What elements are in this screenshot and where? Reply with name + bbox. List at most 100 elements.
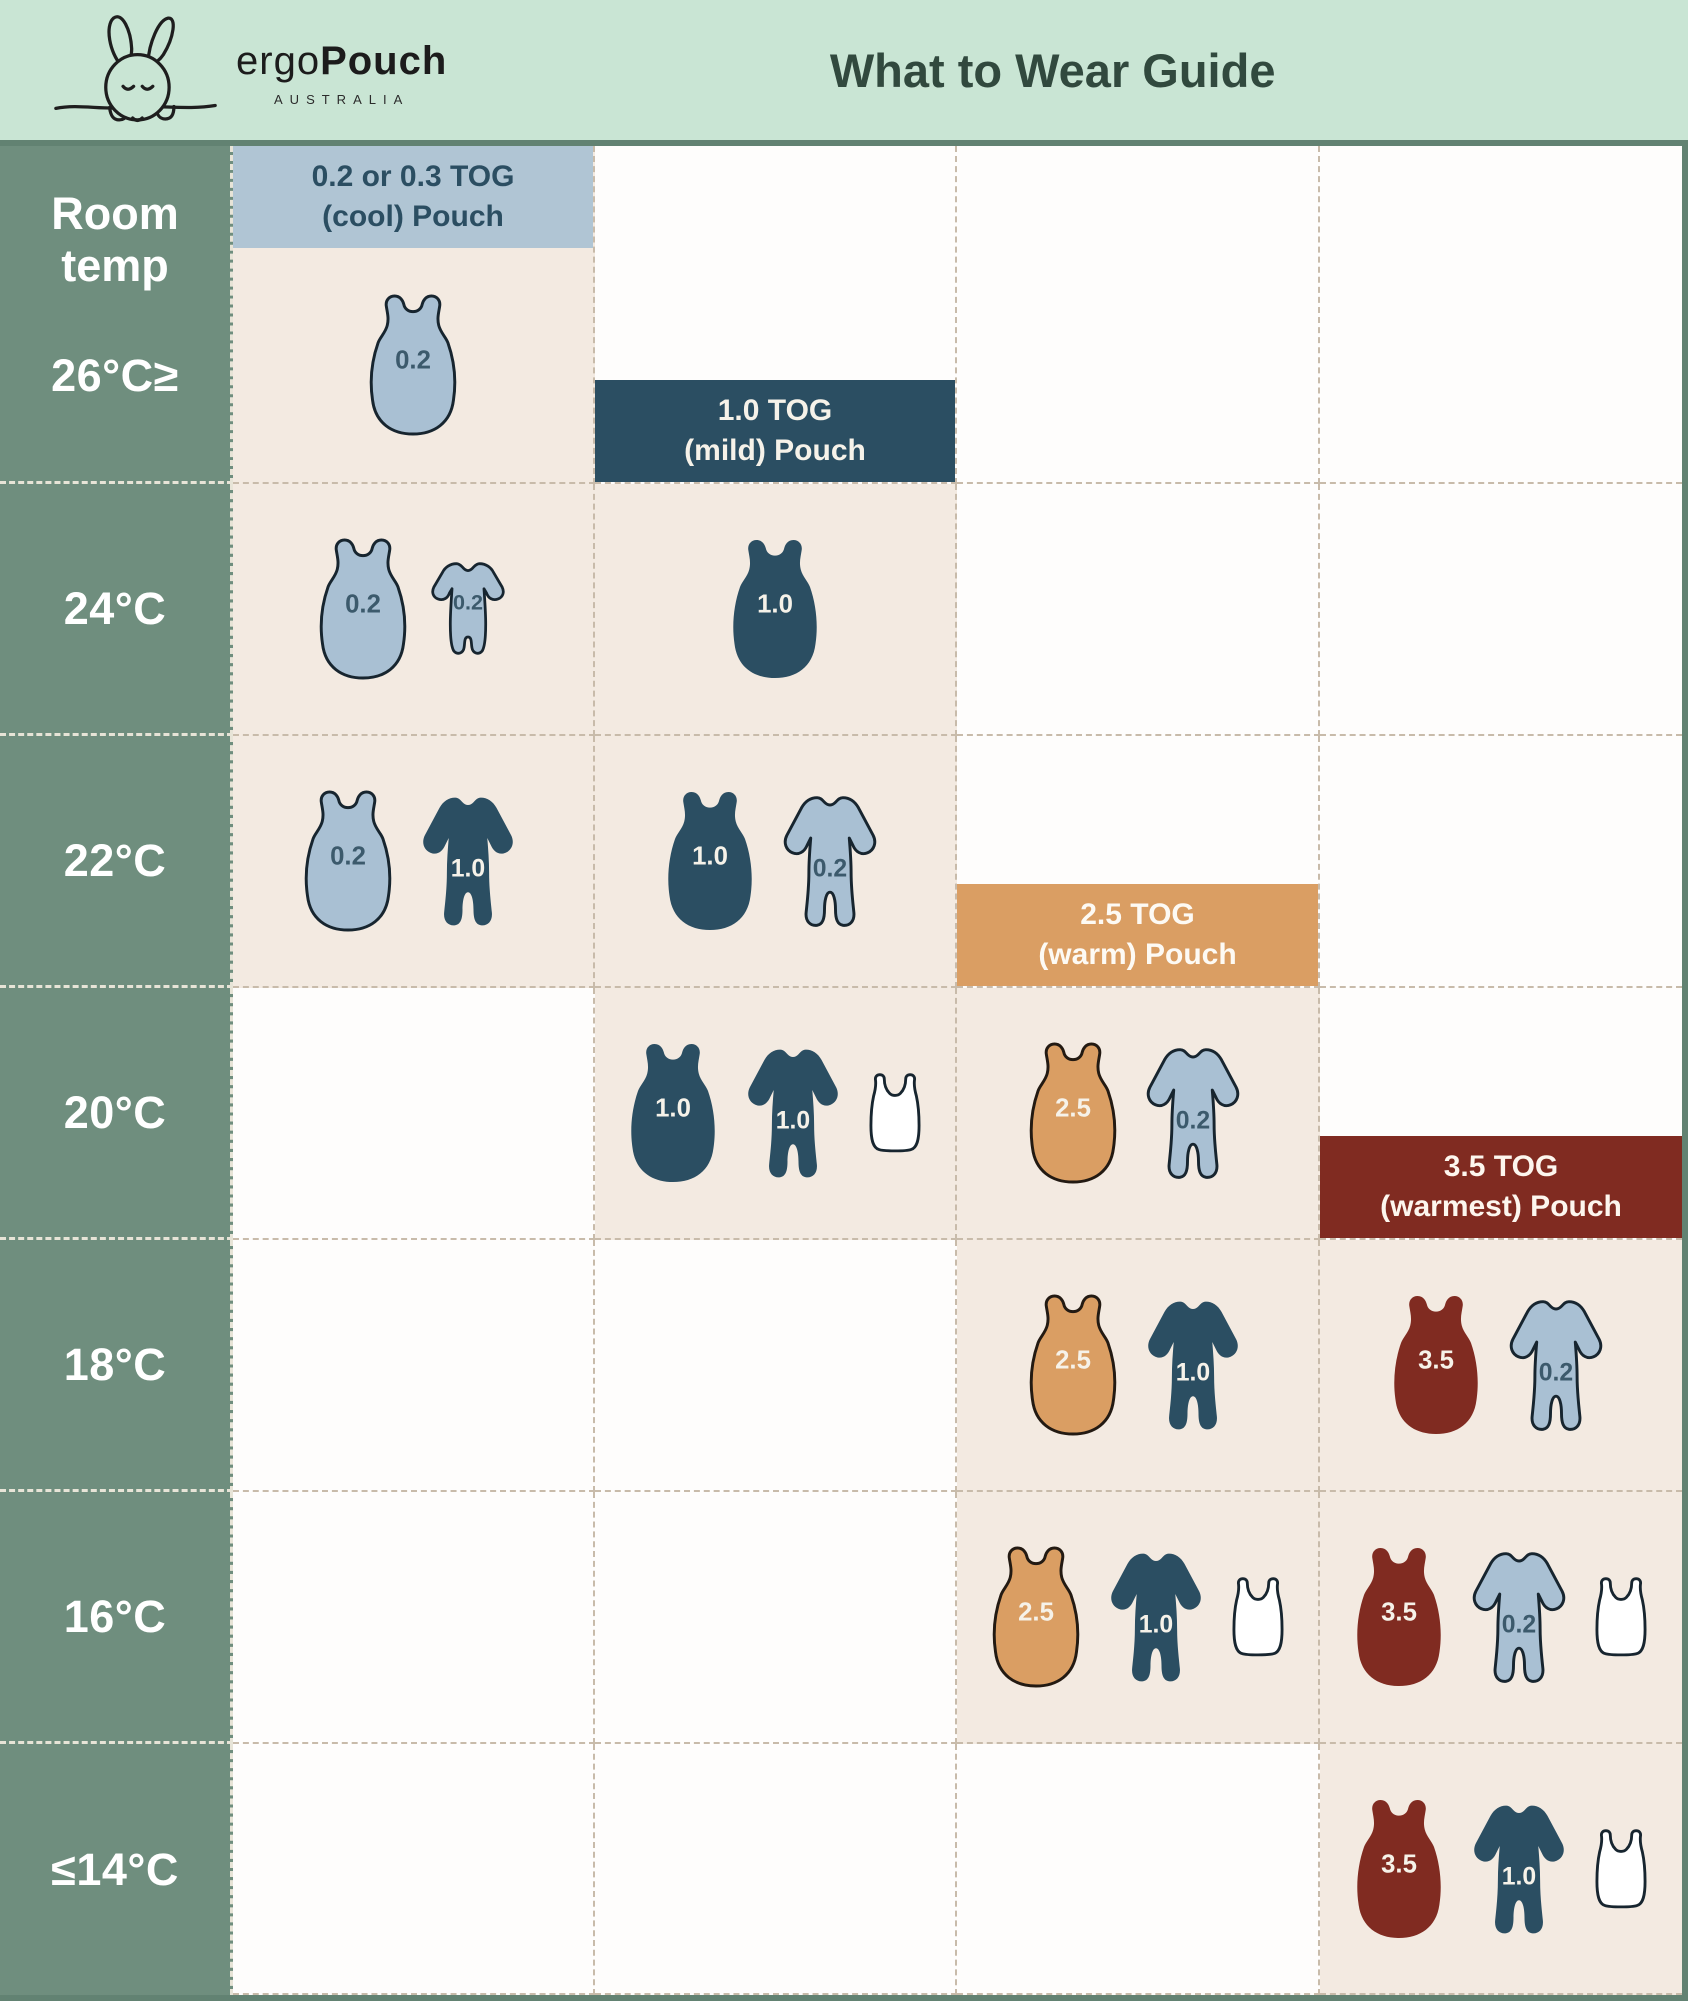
sidebar-row-16c: 16°C [0,1492,233,1744]
cell-items: 2.5 1.0 [957,1240,1318,1490]
svg-text:1.0: 1.0 [757,591,793,619]
pouch-icon: 3.5 [1357,1799,1441,1938]
cell-22c-warmest [1320,736,1682,988]
cell-items: 1.0 0.2 [595,736,955,986]
column-header-mild-pouch: 1.0 TOG (mild) Pouch [595,380,955,482]
column-header-line2: (warm) Pouch [1038,938,1237,971]
pouch-icon: 3.5 [1394,1296,1478,1434]
cell-20c-warmest: 3.5 TOG (warmest) Pouch [1320,988,1682,1240]
cell-26c-warm [957,146,1320,484]
svg-text:1.0: 1.0 [655,1095,691,1123]
cell-24c-warm [957,484,1320,736]
svg-text:3.5: 3.5 [1381,1850,1417,1878]
cell-items: 3.5 0.2 [1320,1240,1682,1490]
row-label-22c: 22°C [63,834,167,886]
cell-18c-cool [233,1240,595,1492]
ergopouch-logo: ergoPouch AUSTRALIA [52,12,447,128]
brand-country: AUSTRALIA [274,92,410,107]
cell-24c-mild: 1.0 [595,484,957,736]
svg-text:3.5: 3.5 [1418,1347,1454,1375]
svg-text:0.2: 0.2 [1539,1360,1573,1387]
guide-grid: Room temp 26°C≥ 0.2 or 0.3 TOG (cool) Po… [0,140,1688,2001]
svg-text:0.2: 0.2 [1175,1108,1209,1135]
cell-20c-cool [233,988,595,1240]
onesie-icon: 1.0 [1110,1553,1201,1682]
pouch-icon: 0.2 [304,790,392,932]
cell-16c-warm: 2.5 1.0 [957,1492,1320,1744]
column-header-line1: 3.5 TOG [1443,1150,1559,1184]
cell-20c-mild: 1.0 1.0 [595,988,957,1240]
onesie-icon: 0.2 [1146,1048,1239,1179]
cell-26c-warmest [1320,146,1682,484]
onesie-icon: 1.0 [1474,1805,1564,1933]
cell-16c-cool [233,1492,595,1744]
page-title: What to Wear Guide [829,43,1276,97]
svg-text:1.0: 1.0 [1175,1360,1209,1387]
cell-items: 3.5 1.0 [1320,1744,1682,1993]
column-header-line2: (cool) Pouch [322,200,504,233]
cell-20c-warm: 2.5 0.2 [957,988,1320,1240]
column-header-line1: 2.5 TOG [1080,898,1195,932]
pouch-icon: 2.5 [1029,1294,1116,1436]
cell-18c-warm: 2.5 1.0 [957,1240,1320,1492]
brand-name: ergoPouch [236,39,447,84]
cell-items: 2.5 1.0 [957,1492,1318,1742]
sidebar-row-26c: Room temp 26°C≥ [0,146,233,484]
cell-14c-warm [957,1744,1320,1995]
svg-text:0.2: 0.2 [330,843,366,871]
sidebar-row-14c: ≤14°C [0,1744,233,1995]
column-header-line1: 1.0 TOG [717,394,833,428]
cell-18c-mild [595,1240,957,1492]
cell-26c-cool: 0.2 or 0.3 TOG (cool) Pouch 0.2 [233,146,595,484]
sidebar-row-22c: 22°C [0,736,233,988]
pouch-icon: 1.0 [733,540,817,678]
row-label-20c: 20°C [63,1086,167,1138]
onesie-icon: 1.0 [423,797,513,926]
pouch-icon: 0.2 [319,538,407,680]
cell-18c-warmest: 3.5 0.2 [1320,1240,1682,1492]
row-label-14c: ≤14°C [51,1843,179,1895]
pouch-icon: 2.5 [992,1546,1079,1688]
cell-24c-cool: 0.2 0.2 [233,484,595,736]
singlet-icon [1232,1577,1283,1657]
svg-text:1.0: 1.0 [692,843,728,871]
cell-22c-warm: 2.5 TOG (warm) Pouch [957,736,1320,988]
svg-text:3.5: 3.5 [1381,1599,1417,1627]
rabbit-logo-icon [54,15,217,123]
row-label-26c: 26°C≥ [51,350,179,402]
cell-14c-warmest: 3.5 1.0 [1320,1744,1682,1995]
cell-26c-mild: 1.0 TOG (mild) Pouch [595,146,957,484]
svg-text:0.2: 0.2 [345,591,381,619]
singlet-icon [1595,1577,1647,1657]
svg-text:1.0: 1.0 [1502,1863,1536,1890]
cell-items: 0.2 [233,248,593,482]
cell-items: 0.2 0.2 [233,484,593,734]
column-header-line1: 0.2 or 0.3 TOG [311,160,515,194]
row-label-16c: 16°C [63,1590,167,1642]
svg-text:2.5: 2.5 [1055,1347,1091,1375]
sidebar-row-20c: 20°C [0,988,233,1240]
top-banner: ergoPouch AUSTRALIA What to Wear Guide [0,0,1688,140]
pouch-icon: 1.0 [631,1044,715,1182]
pouch-icon: 2.5 [1029,1042,1116,1184]
room-temp-heading: Room temp [51,188,179,292]
pouch-icon: 3.5 [1357,1548,1441,1686]
onesie-icon: 0.2 [783,796,877,927]
column-header-warmest-pouch: 3.5 TOG (warmest) Pouch [1320,1136,1682,1238]
singlet-icon [1595,1828,1647,1908]
svg-text:0.2: 0.2 [395,347,431,375]
svg-text:1.0: 1.0 [776,1108,810,1135]
cell-14c-cool [233,1744,595,1995]
brand-name-light: ergo [236,39,321,83]
svg-text:0.2: 0.2 [453,589,483,614]
brand-wordmark: ergoPouch AUSTRALIA [236,39,447,107]
cell-16c-warmest: 3.5 0.2 [1320,1492,1682,1744]
cell-22c-cool: 0.2 1.0 [233,736,595,988]
svg-text:0.2: 0.2 [1502,1612,1536,1639]
cell-items: 2.5 0.2 [957,988,1318,1238]
svg-text:1.0: 1.0 [451,856,485,883]
svg-text:2.5: 2.5 [1055,1095,1091,1123]
cell-items: 1.0 1.0 [595,988,955,1238]
svg-text:0.2: 0.2 [813,856,847,883]
